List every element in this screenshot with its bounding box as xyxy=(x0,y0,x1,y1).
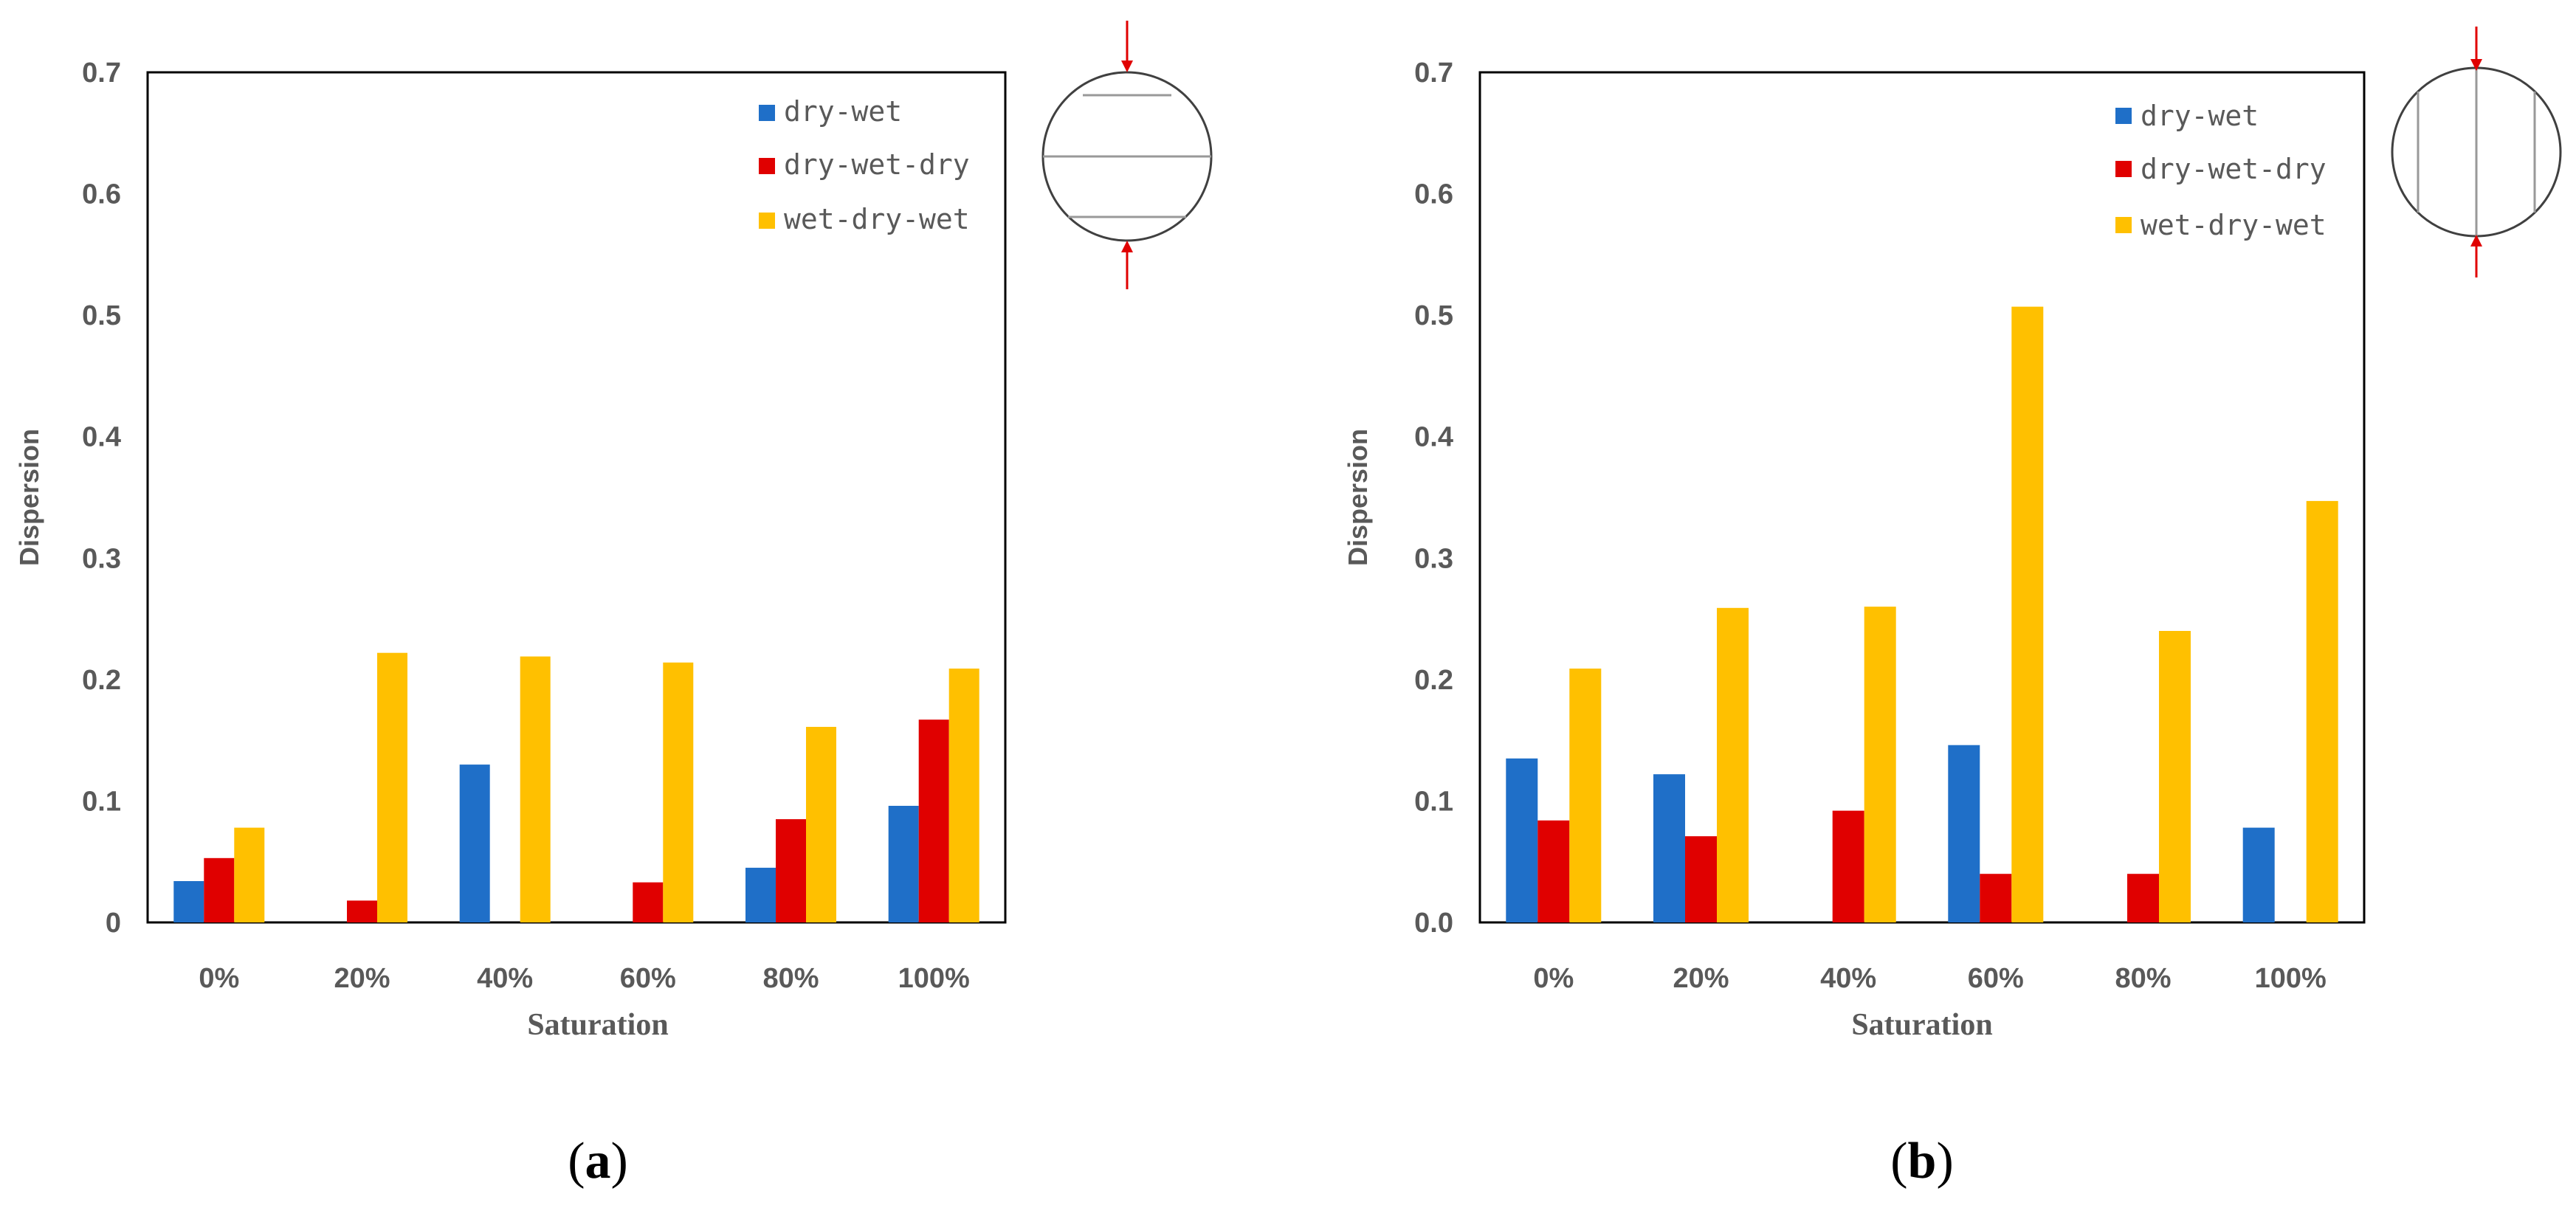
legend-label-dry-wet-dry-a: dry-wet-dry xyxy=(784,148,970,181)
bar-dry-wet-dry-0-b xyxy=(1537,820,1570,922)
y-tick-label-b: 0.2 xyxy=(1414,665,1453,696)
load-arrowhead-bottom-a xyxy=(1121,241,1133,252)
legend-b: dry-wet dry-wet-dry wet-dry-wet xyxy=(2115,100,2327,241)
y-tick-label-a: 0.6 xyxy=(82,179,121,210)
y-tick-label-a: 0.5 xyxy=(82,300,121,331)
y-tick-label-a: 0.3 xyxy=(82,543,121,574)
legend-swatch-wet-dry-wet-b xyxy=(2115,217,2132,233)
bar-dry-wet-dry-80-b xyxy=(2127,874,2159,922)
x-tick-label-b: 0% xyxy=(1533,963,1574,994)
panel-label-b: (b) xyxy=(1890,1133,1954,1190)
bar-wet-dry-wet-60-b xyxy=(2011,306,2044,923)
bar-dry-wet-dry-60-a xyxy=(633,882,664,922)
chart-b: 0.0 0.1 0.2 0.3 0.4 0.5 0.6 0.7 0% 20% 40% 60% 80% 1… xyxy=(1343,27,2562,1190)
y-tick-label-b: 0.3 xyxy=(1414,543,1453,574)
x-tick-label-a: 0% xyxy=(199,963,239,994)
legend-swatch-dry-wet-a xyxy=(759,105,775,121)
bar-dry-wet-20-b xyxy=(1653,774,1685,922)
bar-wet-dry-wet-80-b xyxy=(2159,631,2191,922)
plot-area-a xyxy=(146,71,1007,924)
y-tick-label-a: 0 xyxy=(106,908,121,939)
bar-dry-wet-dry-20-b xyxy=(1685,836,1717,922)
y-tick-label-a: 0.2 xyxy=(82,665,121,696)
bar-wet-dry-wet-20-a xyxy=(377,652,407,922)
panel-label-a: (a) xyxy=(568,1133,628,1190)
y-axis-label-a: Dispersion xyxy=(14,429,44,566)
legend-label-dry-wet-a: dry-wet xyxy=(784,95,902,128)
legend-swatch-dry-wet-b xyxy=(2115,108,2132,124)
y-tick-label-b: 0.7 xyxy=(1414,58,1453,89)
bar-dry-wet-dry-20-a xyxy=(347,900,377,922)
bar-dry-wet-dry-80-a xyxy=(776,819,806,922)
bar-wet-dry-wet-0-b xyxy=(1569,669,1602,922)
y-tick-label-a: 0.7 xyxy=(82,58,121,89)
bar-wet-dry-wet-40-b xyxy=(1864,607,1896,922)
y-ticks-a: 0 0.1 0.2 0.3 0.4 0.5 0.6 0.7 xyxy=(82,58,121,939)
bar-wet-dry-wet-80-a xyxy=(806,727,836,922)
load-arrowhead-top-b xyxy=(2470,59,2482,71)
bar-wet-dry-wet-40-a xyxy=(520,656,551,922)
x-tick-label-b: 60% xyxy=(1968,963,2024,994)
bar-dry-wet-60-b xyxy=(1948,745,1980,922)
bar-wet-dry-wet-100-b xyxy=(2306,500,2338,922)
y-tick-label-b: 0.6 xyxy=(1414,179,1453,210)
x-tick-label-b: 100% xyxy=(2255,963,2327,994)
plot-area-b xyxy=(1478,71,2366,924)
legend-a: dry-wet dry-wet-dry wet-dry-wet xyxy=(759,95,970,235)
y-axis-label-b: Dispersion xyxy=(1343,429,1373,566)
legend-label-dry-wet-b: dry-wet xyxy=(2141,100,2259,132)
legend-label-wet-dry-wet-b: wet-dry-wet xyxy=(2141,209,2327,241)
legend-label-wet-dry-wet-a: wet-dry-wet xyxy=(784,203,970,235)
x-tick-label-a: 100% xyxy=(898,963,970,994)
x-tick-label-b: 40% xyxy=(1820,963,1876,994)
chart-a: 0 0.1 0.2 0.3 0.4 0.5 0.6 0.7 0% 20% 40% 60% 80% 100… xyxy=(14,21,1213,1190)
y-tick-label-a: 0.4 xyxy=(82,422,121,453)
bar-wet-dry-wet-0-a xyxy=(234,827,265,922)
x-axis-label-b: Saturation xyxy=(1851,1008,1992,1042)
bar-dry-wet-0-b xyxy=(1506,758,1538,922)
x-ticks-a: 0% 20% 40% 60% 80% 100% xyxy=(199,963,969,994)
bar-wet-dry-wet-100-a xyxy=(948,669,979,922)
y-tick-label-b: 0.1 xyxy=(1414,786,1453,817)
x-tick-label-a: 40% xyxy=(477,963,533,994)
legend-label-dry-wet-dry-b: dry-wet-dry xyxy=(2141,153,2327,185)
x-ticks-b: 0% 20% 40% 60% 80% 100% xyxy=(1533,963,2326,994)
y-tick-label-b: 0.4 xyxy=(1414,422,1453,453)
x-tick-label-a: 80% xyxy=(762,963,819,994)
load-arrowhead-bottom-b xyxy=(2470,235,2482,246)
load-arrowhead-top-a xyxy=(1121,61,1133,72)
y-tick-label-a: 0.1 xyxy=(82,786,121,817)
x-tick-label-b: 80% xyxy=(2115,963,2171,994)
legend-swatch-dry-wet-dry-b xyxy=(2115,161,2132,177)
x-tick-label-b: 20% xyxy=(1673,963,1729,994)
x-axis-label-a: Saturation xyxy=(527,1008,668,1042)
y-ticks-b: 0.0 0.1 0.2 0.3 0.4 0.5 0.6 0.7 xyxy=(1414,58,1453,939)
specimen-inset-b xyxy=(2391,27,2562,277)
bar-dry-wet-dry-60-b xyxy=(1980,874,2012,922)
bar-dry-wet-40-a xyxy=(459,765,490,922)
bar-wet-dry-wet-20-b xyxy=(1717,607,1749,922)
bar-dry-wet-dry-100-a xyxy=(918,719,949,922)
bar-dry-wet-80-a xyxy=(745,867,776,922)
bars-b xyxy=(1506,306,2338,923)
bar-dry-wet-100-a xyxy=(888,806,919,922)
bar-dry-wet-dry-0-a xyxy=(204,857,235,922)
x-tick-label-a: 60% xyxy=(620,963,676,994)
y-tick-label-b: 0.0 xyxy=(1414,908,1453,939)
legend-swatch-dry-wet-dry-a xyxy=(759,158,775,174)
bar-dry-wet-0-a xyxy=(173,881,204,922)
bar-dry-wet-100-b xyxy=(2242,827,2275,922)
legend-swatch-wet-dry-wet-a xyxy=(759,213,775,229)
bars-a xyxy=(173,652,979,922)
bar-dry-wet-dry-40-b xyxy=(1832,810,1864,922)
bar-wet-dry-wet-60-a xyxy=(663,662,694,922)
y-tick-label-b: 0.5 xyxy=(1414,300,1453,331)
x-tick-label-a: 20% xyxy=(334,963,390,994)
specimen-inset-a xyxy=(1041,21,1213,289)
